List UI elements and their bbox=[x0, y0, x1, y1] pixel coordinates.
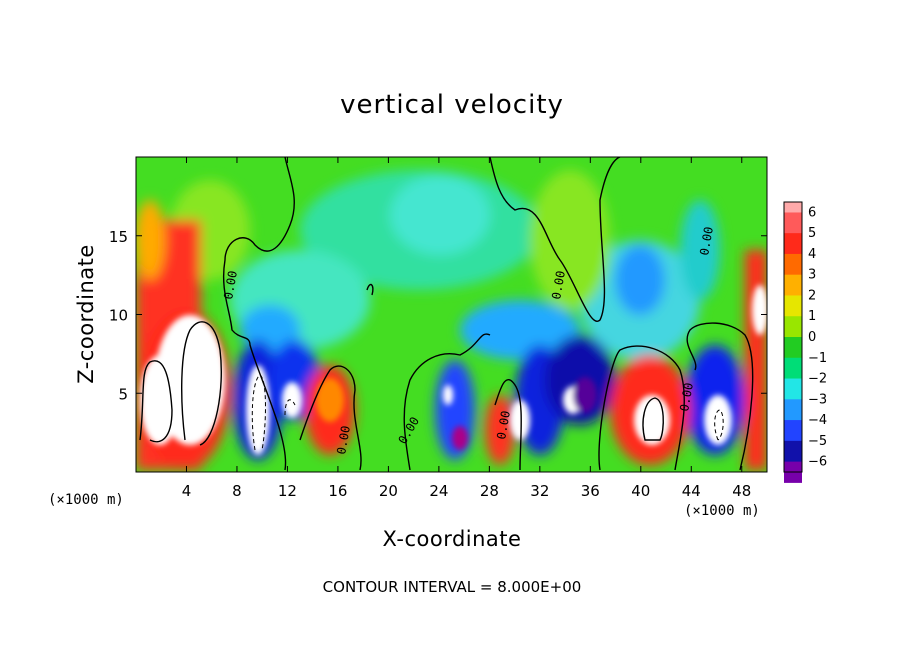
x-tick-label: 8 bbox=[232, 482, 242, 500]
colorbar-swatch bbox=[784, 440, 802, 463]
colorbar-swatch bbox=[784, 274, 802, 296]
colorbar-swatch bbox=[784, 212, 802, 234]
colorbar-swatch bbox=[784, 337, 802, 359]
colorbar-tick-label: 2 bbox=[808, 288, 816, 303]
colorbar-swatch bbox=[784, 357, 802, 380]
colorbar-tick-label: −1 bbox=[808, 351, 827, 366]
colorbar-tick-label: 4 bbox=[808, 247, 816, 262]
x-tick-label: 32 bbox=[530, 482, 549, 500]
contour-label: 0.00 bbox=[697, 226, 716, 257]
colorbar-swatch bbox=[784, 233, 802, 255]
colorbar: 6 5 4 3 2 1 0 −1 −2 −3 −4 −5 −6 bbox=[783, 201, 827, 483]
colorbar-tick-label: 0 bbox=[808, 330, 816, 345]
colorbar-frame bbox=[783, 201, 803, 473]
x-tick-label: 16 bbox=[328, 482, 347, 500]
colorbar-top-cap bbox=[784, 202, 802, 213]
x-unit-left: (×1000 m) bbox=[48, 492, 124, 508]
negative-contours bbox=[251, 374, 724, 451]
y-tick-label: 10 bbox=[109, 307, 128, 325]
x-tick-label: 20 bbox=[379, 482, 398, 500]
contour-label: 0.00 bbox=[677, 382, 696, 413]
x-tick-label: 4 bbox=[182, 482, 192, 500]
y-axis-label: Z-coordinate bbox=[74, 244, 98, 384]
x-tick-label: 36 bbox=[581, 482, 600, 500]
x-tick-label: 48 bbox=[732, 482, 751, 500]
x-axis-label: X-coordinate bbox=[383, 527, 522, 551]
colorbar-tick-label: −6 bbox=[808, 455, 827, 470]
x-tick-label: 12 bbox=[278, 482, 297, 500]
y-tick-label: 5 bbox=[118, 385, 128, 403]
y-tick-label: 15 bbox=[109, 228, 128, 246]
x-unit-right: (×1000 m) bbox=[684, 503, 760, 519]
contour-label-group: 0.00 0.00 0.00 0.00 0.00 0.00 0.00 bbox=[221, 226, 716, 456]
colorbar-tick-label: 5 bbox=[808, 226, 816, 241]
x-axis-ticks: 4 8 12 16 20 24 28 32 36 40 44 48 bbox=[182, 157, 751, 500]
colorbar-tick-label: 3 bbox=[808, 268, 816, 283]
colorbar-tick-label: 1 bbox=[808, 309, 816, 324]
colorbar-tick-label: −5 bbox=[808, 434, 827, 449]
chart-title: vertical velocity bbox=[340, 90, 564, 120]
x-tick-label: 24 bbox=[429, 482, 448, 500]
contour-label: 0.00 bbox=[221, 270, 240, 301]
colorbar-swatch bbox=[784, 420, 802, 442]
zero-contours bbox=[139, 157, 754, 471]
colorbar-tick-label: −2 bbox=[808, 372, 827, 387]
colorbar-swatch bbox=[784, 316, 802, 338]
contour-label: 0.00 bbox=[334, 425, 353, 456]
contour-label: 0.00 bbox=[549, 270, 568, 301]
x-tick-label: 44 bbox=[682, 482, 701, 500]
x-tick-label: 28 bbox=[480, 482, 499, 500]
heatmap-field: 0.00 0.00 0.00 0.00 0.00 0.00 0.00 bbox=[136, 157, 767, 472]
colorbar-swatch bbox=[784, 378, 802, 400]
contour-interval-note: CONTOUR INTERVAL = 8.000E+00 bbox=[323, 578, 582, 596]
colorbar-tick-label: 6 bbox=[808, 205, 816, 220]
colorbar-tick-label: −3 bbox=[808, 392, 827, 407]
colorbar-swatch bbox=[784, 399, 802, 421]
colorbar-swatch bbox=[784, 253, 802, 276]
field-blobs-core bbox=[140, 285, 767, 455]
contour-label: 0.00 bbox=[494, 410, 513, 441]
y-axis-ticks: 5 10 15 bbox=[109, 228, 767, 403]
colorbar-tick-label: −4 bbox=[808, 413, 827, 428]
colorbar-swatch bbox=[784, 295, 802, 317]
x-tick-label: 40 bbox=[631, 482, 650, 500]
